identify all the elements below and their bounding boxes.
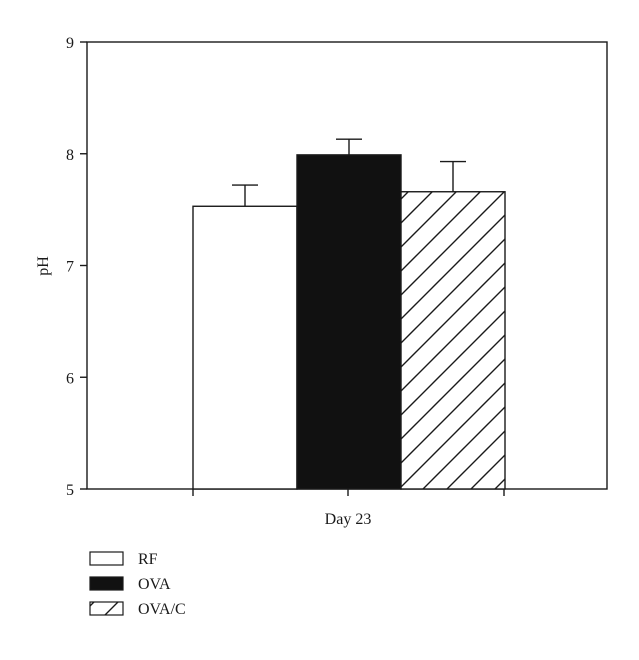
x-axis: Day 23 bbox=[192, 489, 505, 528]
legend-swatch bbox=[89, 601, 124, 616]
legend-label: RF bbox=[138, 551, 158, 568]
bar-rf bbox=[192, 205, 298, 490]
legend: RF OVA OVA/C bbox=[89, 551, 186, 618]
legend-label: OVA/C bbox=[138, 601, 186, 618]
bar-ova-c bbox=[400, 191, 506, 490]
y-tick-label: 8 bbox=[66, 147, 74, 164]
legend-swatch bbox=[89, 576, 124, 591]
legend-swatch bbox=[89, 551, 124, 566]
y-tick-label: 5 bbox=[66, 482, 74, 499]
x-tick-label: Day 23 bbox=[325, 511, 372, 528]
y-tick-label: 9 bbox=[66, 35, 74, 52]
y-tick-label: 7 bbox=[66, 259, 74, 276]
y-axis-label: pH bbox=[35, 256, 52, 276]
legend-label: OVA bbox=[138, 576, 171, 593]
bar-ova bbox=[296, 154, 402, 490]
bars bbox=[192, 138, 506, 490]
y-tick-label: 6 bbox=[66, 370, 74, 387]
y-axis: 5 6 7 8 9 bbox=[66, 35, 87, 499]
